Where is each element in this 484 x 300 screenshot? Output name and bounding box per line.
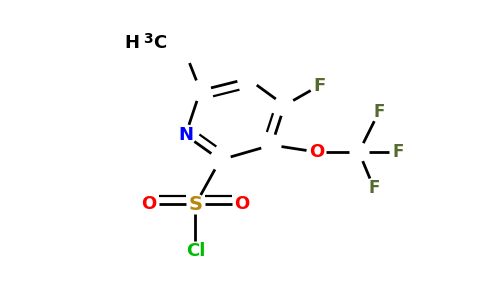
Text: Cl: Cl — [186, 242, 205, 260]
Text: F: F — [393, 143, 404, 161]
Text: H: H — [124, 34, 139, 52]
Text: F: F — [373, 103, 384, 122]
Text: N: N — [178, 126, 193, 144]
Text: O: O — [309, 143, 324, 161]
Text: S: S — [188, 195, 202, 214]
Text: F: F — [368, 178, 379, 196]
Text: C: C — [153, 34, 166, 52]
Text: O: O — [234, 196, 250, 214]
Text: O: O — [141, 196, 156, 214]
Text: 3: 3 — [143, 32, 152, 46]
Text: F: F — [313, 76, 325, 94]
